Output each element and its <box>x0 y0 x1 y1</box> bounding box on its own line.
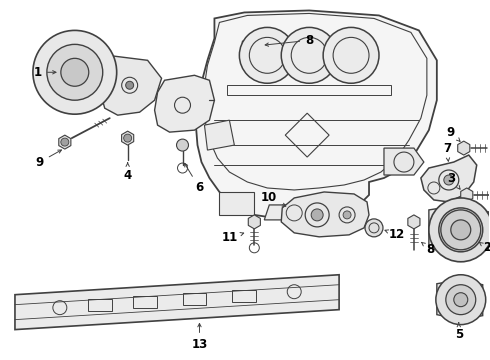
Polygon shape <box>15 275 339 330</box>
Polygon shape <box>458 141 470 155</box>
Text: 3: 3 <box>447 171 460 189</box>
Polygon shape <box>154 75 215 132</box>
Polygon shape <box>220 192 254 215</box>
Polygon shape <box>264 205 324 220</box>
Text: 7: 7 <box>443 141 451 161</box>
Polygon shape <box>248 215 260 229</box>
Text: 6: 6 <box>185 163 204 194</box>
Circle shape <box>33 30 117 114</box>
Text: 9: 9 <box>36 150 61 168</box>
Text: 10: 10 <box>261 192 286 206</box>
Text: 5: 5 <box>455 323 463 341</box>
Polygon shape <box>429 205 489 255</box>
Text: 9: 9 <box>447 126 460 141</box>
Polygon shape <box>243 37 256 53</box>
Text: 8: 8 <box>265 34 313 47</box>
Polygon shape <box>59 135 71 149</box>
Circle shape <box>446 285 476 315</box>
Polygon shape <box>421 155 477 202</box>
Circle shape <box>281 27 337 83</box>
Circle shape <box>311 209 323 221</box>
Circle shape <box>323 27 379 83</box>
Circle shape <box>123 134 132 142</box>
Polygon shape <box>196 10 437 218</box>
Text: 13: 13 <box>192 324 208 351</box>
Circle shape <box>451 220 471 240</box>
Text: 2: 2 <box>480 241 490 254</box>
Text: 11: 11 <box>221 231 244 244</box>
Polygon shape <box>122 131 134 145</box>
Circle shape <box>436 275 486 325</box>
Circle shape <box>429 198 490 262</box>
Circle shape <box>176 139 189 151</box>
Circle shape <box>454 293 468 307</box>
Text: 1: 1 <box>34 66 56 79</box>
Circle shape <box>61 138 69 146</box>
Polygon shape <box>204 120 234 150</box>
Polygon shape <box>461 188 473 202</box>
Text: 12: 12 <box>385 228 405 241</box>
Text: 8: 8 <box>421 242 435 256</box>
Circle shape <box>239 27 295 83</box>
Circle shape <box>61 58 89 86</box>
Circle shape <box>47 44 103 100</box>
Circle shape <box>343 211 351 219</box>
Polygon shape <box>384 148 424 175</box>
Polygon shape <box>437 280 483 320</box>
Polygon shape <box>281 192 369 237</box>
Circle shape <box>365 219 383 237</box>
Circle shape <box>125 81 134 89</box>
Circle shape <box>441 210 481 250</box>
Polygon shape <box>408 215 420 229</box>
Polygon shape <box>100 55 162 115</box>
Circle shape <box>444 175 454 185</box>
Text: 4: 4 <box>123 163 132 181</box>
